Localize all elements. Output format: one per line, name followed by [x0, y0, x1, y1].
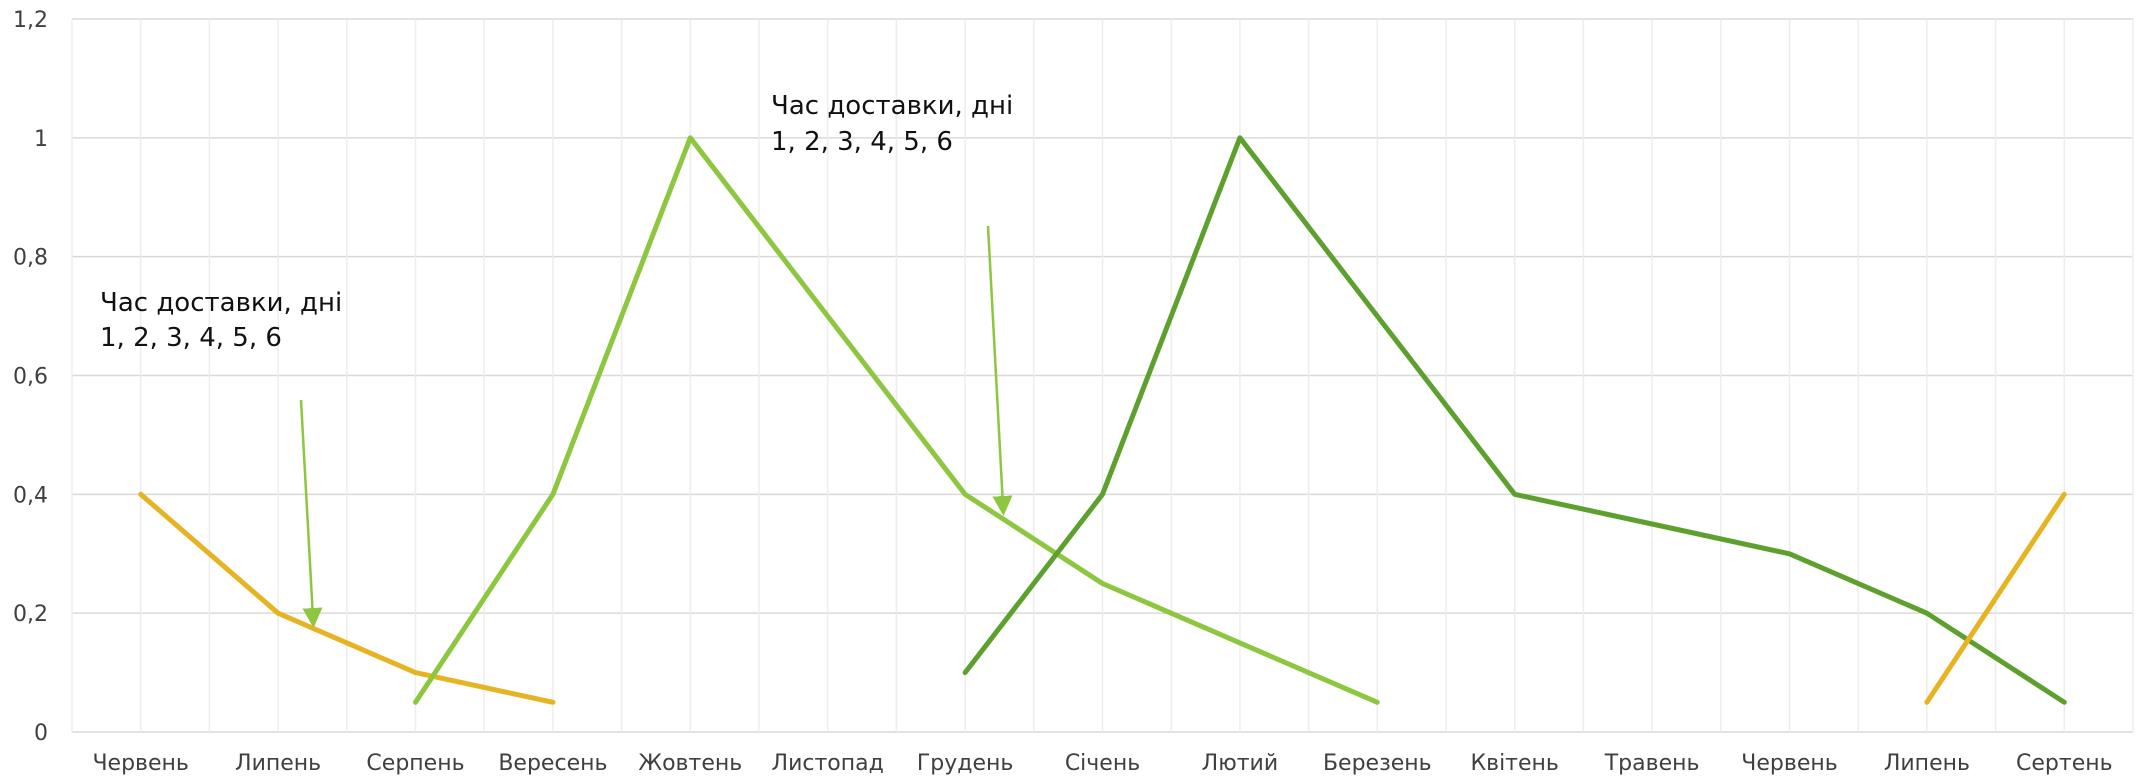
- x-tick-label: Травень: [1604, 751, 1700, 776]
- x-tick-label: Квітень: [1470, 751, 1558, 776]
- x-tick-label: Березень: [1323, 751, 1432, 776]
- x-tick-label: Лютий: [1202, 751, 1278, 776]
- x-tick-label: Червень: [1741, 751, 1837, 776]
- series-line-3: [962, 135, 2067, 705]
- gridlines: [71, 18, 2134, 733]
- annotation-2-line-2: 1, 2, 3, 4, 5, 6: [771, 127, 953, 157]
- series-line-4: [1924, 491, 2067, 705]
- annotation-2-line-1: Час доставки, дні: [771, 91, 1013, 121]
- annotation-arrow-2: [986, 225, 1013, 516]
- series-lines: [138, 135, 2067, 705]
- y-tick-label: 1,2: [13, 8, 48, 33]
- x-tick-label: Липень: [235, 751, 321, 776]
- x-tick-label: Липень: [1884, 751, 1970, 776]
- x-tick-label: Вересень: [498, 751, 607, 776]
- x-axis-ticks: Червень Липень Серпень Вересень Жовтень Листо…: [92, 751, 2112, 776]
- x-tick-label: Червень: [92, 751, 188, 776]
- x-tick-label: Листопад: [772, 751, 884, 776]
- series-line-2: [413, 135, 1380, 705]
- x-tick-label: Серпень: [366, 751, 464, 776]
- x-tick-label: Січень: [1065, 751, 1140, 776]
- y-tick-label: 0,4: [13, 483, 48, 508]
- annotation-1-line-2: 1, 2, 3, 4, 5, 6: [100, 323, 282, 353]
- y-tick-label: 0,8: [13, 246, 48, 271]
- y-tick-label: 1: [34, 127, 48, 152]
- x-tick-label: Жовтень: [638, 751, 742, 776]
- annotation-arrows: [299, 225, 1013, 628]
- series-line-1: [138, 491, 556, 705]
- x-tick-label: Грудень: [917, 751, 1014, 776]
- y-tick-label: 0,6: [13, 365, 48, 390]
- y-axis-ticks: 0 0,2 0,4 0,6 0,8 1 1,2: [13, 8, 48, 746]
- x-tick-label: Сертень: [2016, 751, 2113, 776]
- y-tick-label: 0,2: [13, 602, 48, 627]
- annotation-1-line-1: Час доставки, дні: [100, 288, 342, 318]
- annotation-arrow-1: [299, 399, 323, 628]
- y-tick-label: 0: [34, 721, 48, 746]
